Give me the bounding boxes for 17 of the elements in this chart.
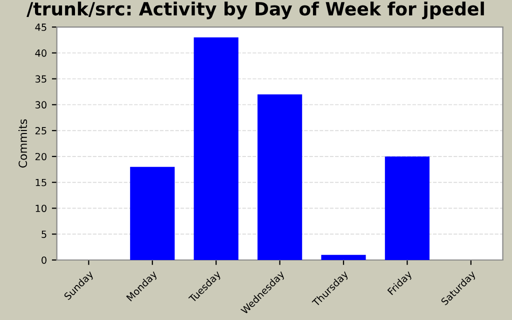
bar <box>321 254 366 260</box>
y-tick-label: 25 <box>35 127 46 134</box>
y-tick-label: 30 <box>35 101 46 109</box>
y-tick-label: 0 <box>42 256 46 264</box>
y-tick-label: 5 <box>42 230 46 238</box>
y-tick-label: 10 <box>36 204 46 212</box>
bar <box>258 94 302 260</box>
y-axis-title: Commits <box>18 119 28 168</box>
y-tick-label: 35 <box>35 75 46 83</box>
y-tick-label: 15 <box>36 178 46 186</box>
bar <box>194 37 238 260</box>
y-tick-label: 20 <box>35 152 46 160</box>
y-tick-label: 45 <box>35 24 46 31</box>
bar <box>384 156 430 260</box>
y-tick-label: 40 <box>35 49 46 57</box>
chart-title: /trunk/src: Activity by Day of Week for jpedel <box>26 2 484 20</box>
bar <box>130 166 175 260</box>
